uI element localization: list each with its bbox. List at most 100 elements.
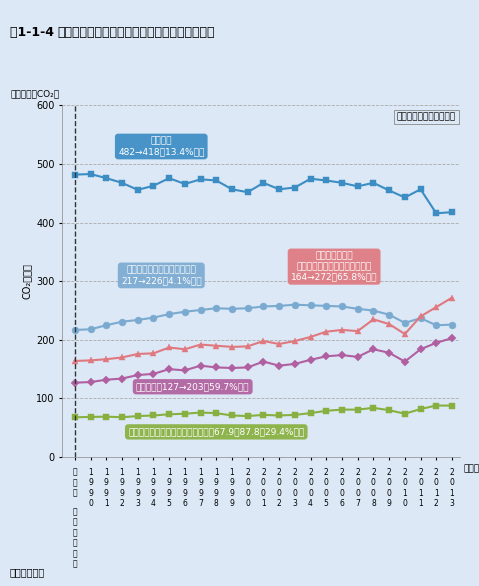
- Text: 基: 基: [72, 468, 77, 476]
- Text: 0: 0: [261, 489, 266, 498]
- Text: 書: 書: [72, 549, 77, 558]
- Text: 1: 1: [418, 499, 423, 508]
- Text: 2: 2: [355, 468, 360, 476]
- Text: 0: 0: [308, 478, 313, 487]
- Text: 都: 都: [72, 517, 77, 526]
- Text: 2: 2: [293, 468, 297, 476]
- Text: （百万トンCO₂）: （百万トンCO₂）: [11, 90, 60, 98]
- Text: 1: 1: [104, 499, 109, 508]
- Text: の: の: [72, 560, 77, 568]
- Text: 7: 7: [198, 499, 203, 508]
- Text: 3: 3: [292, 499, 297, 508]
- Text: 5: 5: [167, 499, 171, 508]
- Text: 1: 1: [167, 468, 171, 476]
- Text: 2: 2: [402, 468, 407, 476]
- Text: 1: 1: [120, 468, 125, 476]
- Text: 0: 0: [324, 489, 329, 498]
- Text: 年: 年: [72, 489, 77, 498]
- Text: 資料：環境省: 資料：環境省: [10, 567, 45, 577]
- Text: 0: 0: [292, 478, 297, 487]
- Text: 9: 9: [229, 499, 234, 508]
- Text: 2: 2: [277, 499, 282, 508]
- Text: 9: 9: [198, 478, 203, 487]
- Text: 運輸部門（自動車・船舶等）
217→226（4.1%増）: 運輸部門（自動車・船舶等） 217→226（4.1%増）: [121, 265, 202, 285]
- Text: 9: 9: [182, 489, 187, 498]
- Text: 2: 2: [277, 468, 282, 476]
- Text: 1: 1: [418, 489, 423, 498]
- Text: 0: 0: [340, 478, 344, 487]
- Text: 業務その他部門
（商業・サービス・事業所等）
164→272（65.8%増）: 業務その他部門 （商業・サービス・事業所等） 164→272（65.8%増）: [291, 252, 377, 281]
- Text: 1: 1: [182, 468, 187, 476]
- Text: 5: 5: [324, 499, 329, 508]
- Text: 0: 0: [340, 489, 344, 498]
- Text: 0: 0: [387, 489, 391, 498]
- Text: 7: 7: [355, 499, 360, 508]
- Text: 0: 0: [387, 478, 391, 487]
- Text: 9: 9: [120, 489, 125, 498]
- Text: 2: 2: [340, 468, 344, 476]
- Text: 定: 定: [72, 539, 77, 547]
- Text: 1: 1: [434, 489, 439, 498]
- Text: 0: 0: [292, 489, 297, 498]
- Text: 図1-1-4: 図1-1-4: [10, 26, 62, 39]
- Text: 9: 9: [198, 489, 203, 498]
- Text: 8: 8: [371, 499, 376, 508]
- Text: 1: 1: [151, 468, 156, 476]
- Text: 京: 京: [72, 507, 77, 516]
- Text: 0: 0: [324, 478, 329, 487]
- Text: 2: 2: [434, 468, 439, 476]
- Text: 9: 9: [135, 489, 140, 498]
- Text: 0: 0: [450, 478, 455, 487]
- Text: 3: 3: [450, 499, 455, 508]
- Text: 産業部門
482→418（13.4%減）: 産業部門 482→418（13.4%減）: [118, 137, 205, 156]
- Text: （　）は基準年比増減率: （ ）は基準年比増減率: [397, 113, 456, 121]
- Text: 2: 2: [308, 468, 313, 476]
- Text: 0: 0: [402, 499, 407, 508]
- Text: 1: 1: [261, 499, 266, 508]
- Text: 0: 0: [371, 489, 376, 498]
- Text: 9: 9: [135, 478, 140, 487]
- Text: 0: 0: [277, 478, 282, 487]
- Text: 準: 準: [72, 478, 77, 487]
- Text: エネルギー転換部門（発電所等）　67.9ↇ87.8（29.4%増）: エネルギー転換部門（発電所等） 67.9ↇ87.8（29.4%増）: [128, 427, 304, 437]
- Text: 0: 0: [418, 478, 423, 487]
- Text: 0: 0: [245, 489, 250, 498]
- Text: 0: 0: [277, 489, 282, 498]
- Text: 9: 9: [167, 489, 171, 498]
- Text: 9: 9: [214, 478, 219, 487]
- Text: 9: 9: [182, 478, 187, 487]
- Text: 6: 6: [182, 499, 187, 508]
- Text: 部門別エネルギー起源二酸化炭素排出量の推移: 部門別エネルギー起源二酸化炭素排出量の推移: [57, 26, 215, 39]
- Text: 4: 4: [308, 499, 313, 508]
- Text: 0: 0: [434, 478, 439, 487]
- Text: 0: 0: [371, 478, 376, 487]
- Text: 9: 9: [120, 478, 125, 487]
- Text: 9: 9: [104, 489, 109, 498]
- Text: 0: 0: [355, 489, 360, 498]
- Text: 9: 9: [229, 478, 234, 487]
- Text: 0: 0: [245, 499, 250, 508]
- Text: 議: 議: [72, 528, 77, 537]
- Text: 2: 2: [261, 468, 266, 476]
- Text: 0: 0: [88, 499, 93, 508]
- Text: 1: 1: [402, 489, 407, 498]
- Text: 1: 1: [198, 468, 203, 476]
- Text: 9: 9: [151, 489, 156, 498]
- Y-axis label: CO₂排出量: CO₂排出量: [22, 263, 32, 299]
- Text: 2: 2: [450, 468, 455, 476]
- Text: 6: 6: [340, 499, 344, 508]
- Text: 0: 0: [402, 478, 407, 487]
- Text: 4: 4: [151, 499, 156, 508]
- Text: 8: 8: [214, 499, 218, 508]
- Text: 9: 9: [387, 499, 391, 508]
- Text: 2: 2: [324, 468, 329, 476]
- Text: （年度）: （年度）: [464, 464, 479, 473]
- Text: 2: 2: [120, 499, 125, 508]
- Text: 1: 1: [450, 489, 455, 498]
- Text: 1: 1: [104, 468, 109, 476]
- Text: 0: 0: [308, 489, 313, 498]
- Text: 家庭部門　127→203（59.7%増）: 家庭部門 127→203（59.7%増）: [136, 382, 250, 391]
- Text: 9: 9: [104, 478, 109, 487]
- Text: 2: 2: [418, 468, 423, 476]
- Text: 2: 2: [387, 468, 391, 476]
